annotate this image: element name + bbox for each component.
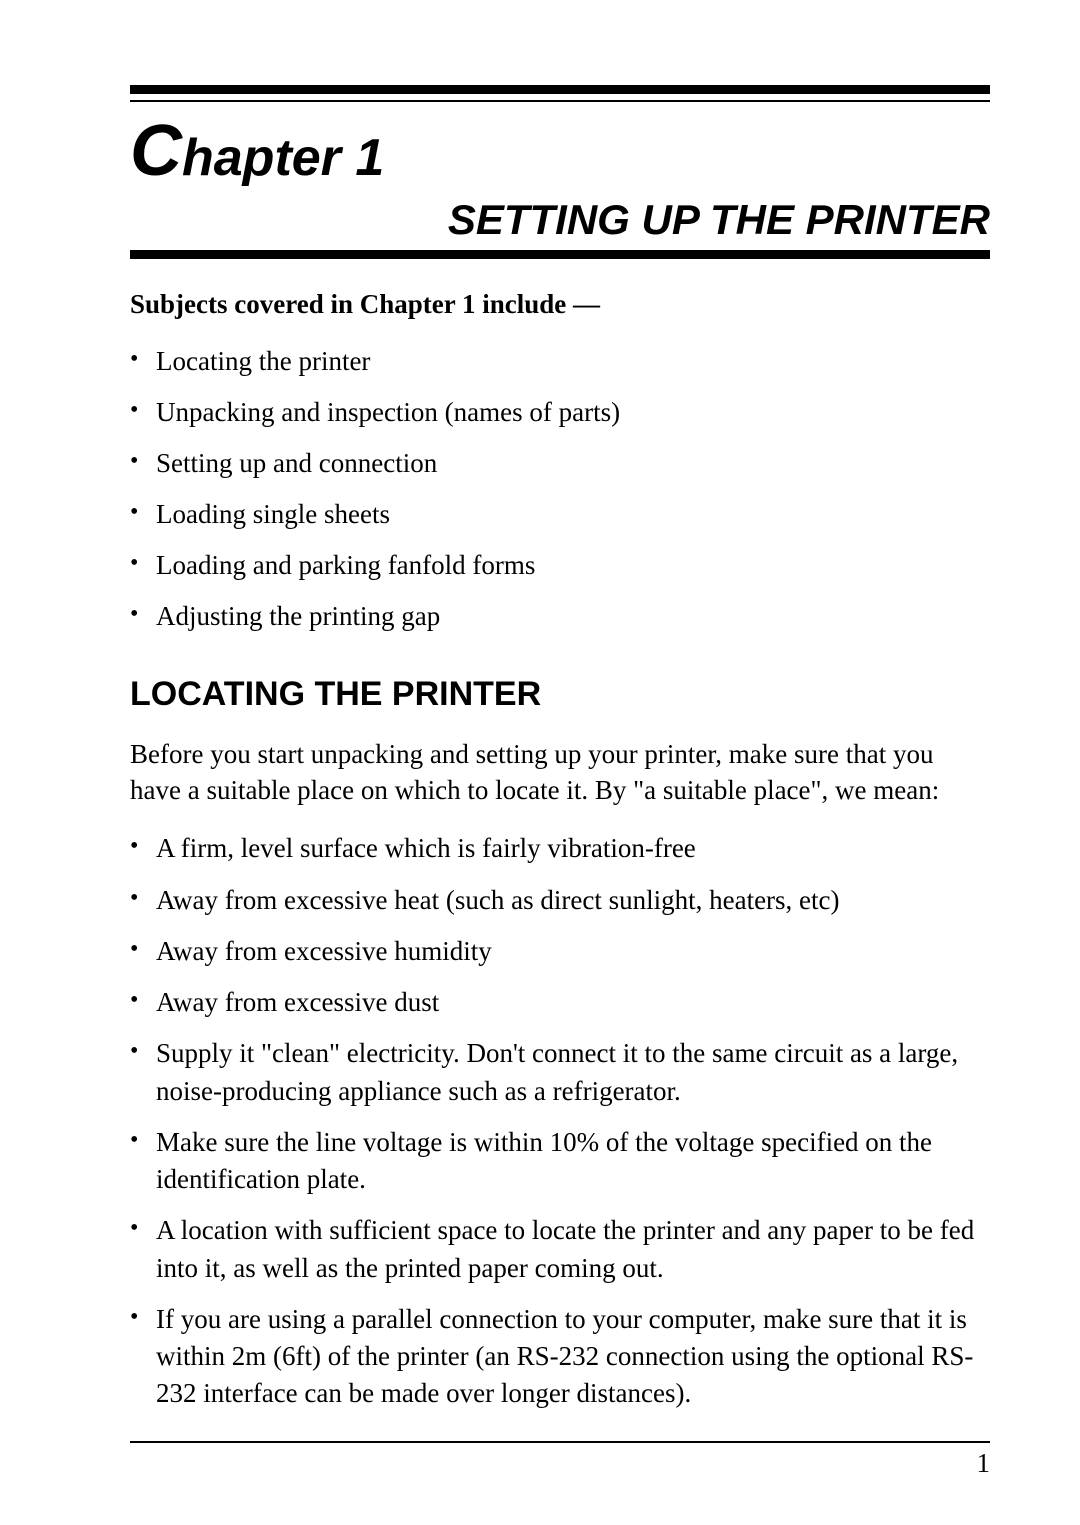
chapter-title: SETTING UP THE PRINTER: [130, 196, 990, 244]
list-item: Supply it "clean" electricity. Don't con…: [130, 1035, 990, 1110]
list-item: A firm, level surface which is fairly vi…: [130, 830, 990, 867]
section-heading: LOCATING THE PRINTER: [130, 675, 990, 714]
intro-paragraph: Before you start unpacking and setting u…: [130, 736, 990, 809]
list-item: Adjusting the printing gap: [130, 599, 990, 634]
list-item: A location with sufficient space to loca…: [130, 1212, 990, 1287]
locating-list: A firm, level surface which is fairly vi…: [130, 830, 990, 1412]
chapter-label: Chapter 1: [130, 110, 990, 192]
list-item: Away from excessive dust: [130, 984, 990, 1021]
list-item: Unpacking and inspection (names of parts…: [130, 395, 990, 430]
list-item: Away from excessive humidity: [130, 933, 990, 970]
list-item: Locating the printer: [130, 344, 990, 379]
subjects-intro: Subjects covered in Chapter 1 include —: [130, 289, 990, 320]
list-item: Setting up and connection: [130, 446, 990, 481]
list-item: Away from excessive heat (such as direct…: [130, 882, 990, 919]
subjects-list: Locating the printer Unpacking and inspe…: [130, 344, 990, 635]
footer-rule: [130, 1441, 990, 1443]
list-item: Make sure the line voltage is within 10%…: [130, 1124, 990, 1199]
list-item: Loading single sheets: [130, 497, 990, 532]
list-item: Loading and parking fanfold forms: [130, 548, 990, 583]
top-thin-rule: [130, 100, 990, 102]
chapter-label-rest: hapter 1: [182, 129, 384, 187]
page-number: 1: [977, 1448, 991, 1479]
top-thick-rule: [130, 85, 990, 94]
title-bottom-rule: [130, 250, 990, 259]
list-item: If you are using a parallel connection t…: [130, 1301, 990, 1413]
chapter-label-initial: C: [130, 111, 182, 191]
